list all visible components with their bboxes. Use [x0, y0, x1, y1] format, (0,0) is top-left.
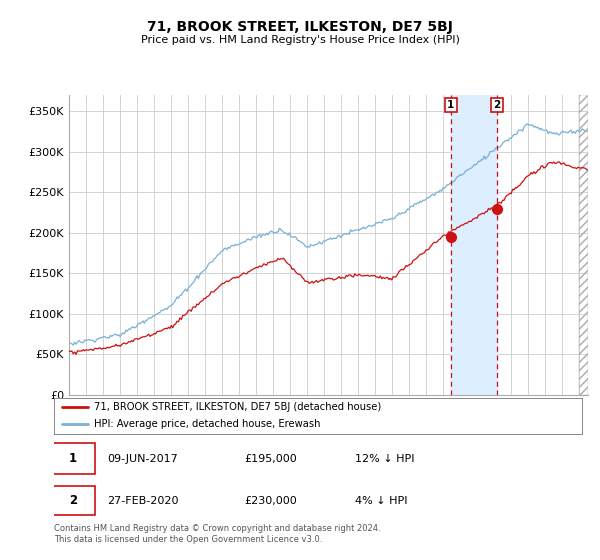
Text: 09-JUN-2017: 09-JUN-2017 — [107, 454, 178, 464]
Text: 4% ↓ HPI: 4% ↓ HPI — [355, 496, 407, 506]
Text: 27-FEB-2020: 27-FEB-2020 — [107, 496, 178, 506]
Text: £230,000: £230,000 — [244, 496, 297, 506]
Text: £195,000: £195,000 — [244, 454, 297, 464]
Text: Price paid vs. HM Land Registry's House Price Index (HPI): Price paid vs. HM Land Registry's House … — [140, 35, 460, 45]
Text: 1: 1 — [447, 100, 454, 110]
Text: 71, BROOK STREET, ILKESTON, DE7 5BJ: 71, BROOK STREET, ILKESTON, DE7 5BJ — [147, 20, 453, 34]
Text: 1: 1 — [69, 452, 77, 465]
Text: 12% ↓ HPI: 12% ↓ HPI — [355, 454, 415, 464]
FancyBboxPatch shape — [52, 486, 95, 516]
Text: 2: 2 — [494, 100, 501, 110]
FancyBboxPatch shape — [52, 443, 95, 474]
Text: Contains HM Land Registry data © Crown copyright and database right 2024.
This d: Contains HM Land Registry data © Crown c… — [54, 524, 380, 544]
Text: 2: 2 — [69, 494, 77, 507]
Text: HPI: Average price, detached house, Erewash: HPI: Average price, detached house, Erew… — [94, 419, 320, 429]
Text: 71, BROOK STREET, ILKESTON, DE7 5BJ (detached house): 71, BROOK STREET, ILKESTON, DE7 5BJ (det… — [94, 402, 381, 412]
Bar — [451, 95, 497, 395]
